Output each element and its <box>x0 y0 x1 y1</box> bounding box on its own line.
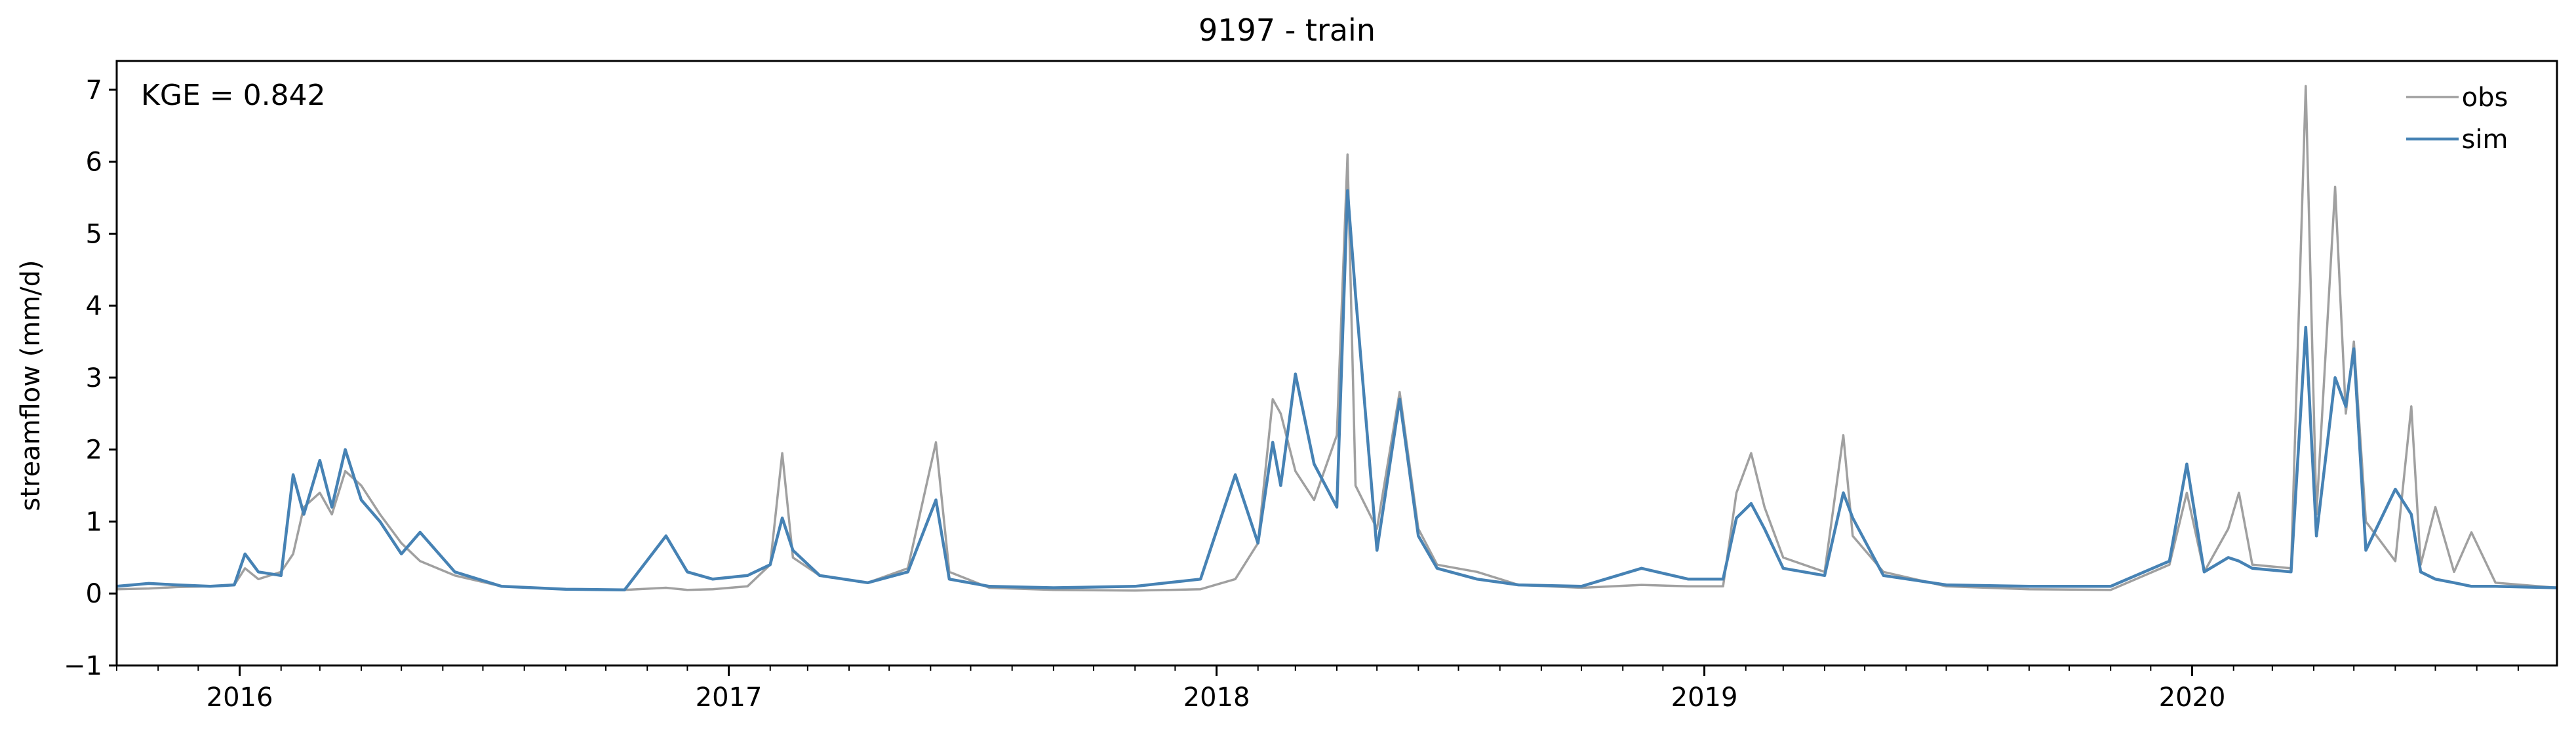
x-tick-label: 2018 <box>1183 683 1250 713</box>
y-tick-label: 1 <box>86 507 102 537</box>
y-axis: −1 0 1 2 3 4 5 6 7 <box>64 75 117 681</box>
chart-title: 9197 - train <box>1199 12 1376 48</box>
y-tick-label: 0 <box>86 579 102 609</box>
series-line-obs <box>116 85 2558 592</box>
y-tick-label: 2 <box>86 435 102 466</box>
y-tick-label: 3 <box>86 363 102 393</box>
legend-sim-label: sim <box>2462 125 2508 155</box>
x-tick-label: 2017 <box>696 683 763 713</box>
y-tick-label: 5 <box>86 219 102 249</box>
series-lines <box>116 85 2558 592</box>
legend: obs sim <box>2406 83 2508 155</box>
plot-frame <box>115 60 2558 667</box>
y-tick-label: −1 <box>64 651 102 681</box>
x-tick-label: 2019 <box>1671 683 1738 713</box>
y-tick-label: 6 <box>86 148 102 178</box>
plot-area: −1 0 1 2 3 4 5 6 7 2016 2017 2018 2019 2020 <box>64 60 2558 713</box>
y-tick-label: 4 <box>86 291 102 321</box>
legend-obs-label: obs <box>2462 83 2508 113</box>
y-axis-label: streamflow (mm/d) <box>16 260 46 511</box>
series-line-sim <box>116 189 2558 592</box>
kge-annotation: KGE = 0.842 <box>141 79 326 112</box>
x-tick-label: 2016 <box>207 683 273 713</box>
x-tick-label: 2020 <box>2159 683 2226 713</box>
y-tick-label: 7 <box>86 75 102 106</box>
x-axis: 2016 2017 2018 2019 2020 <box>116 665 2519 713</box>
